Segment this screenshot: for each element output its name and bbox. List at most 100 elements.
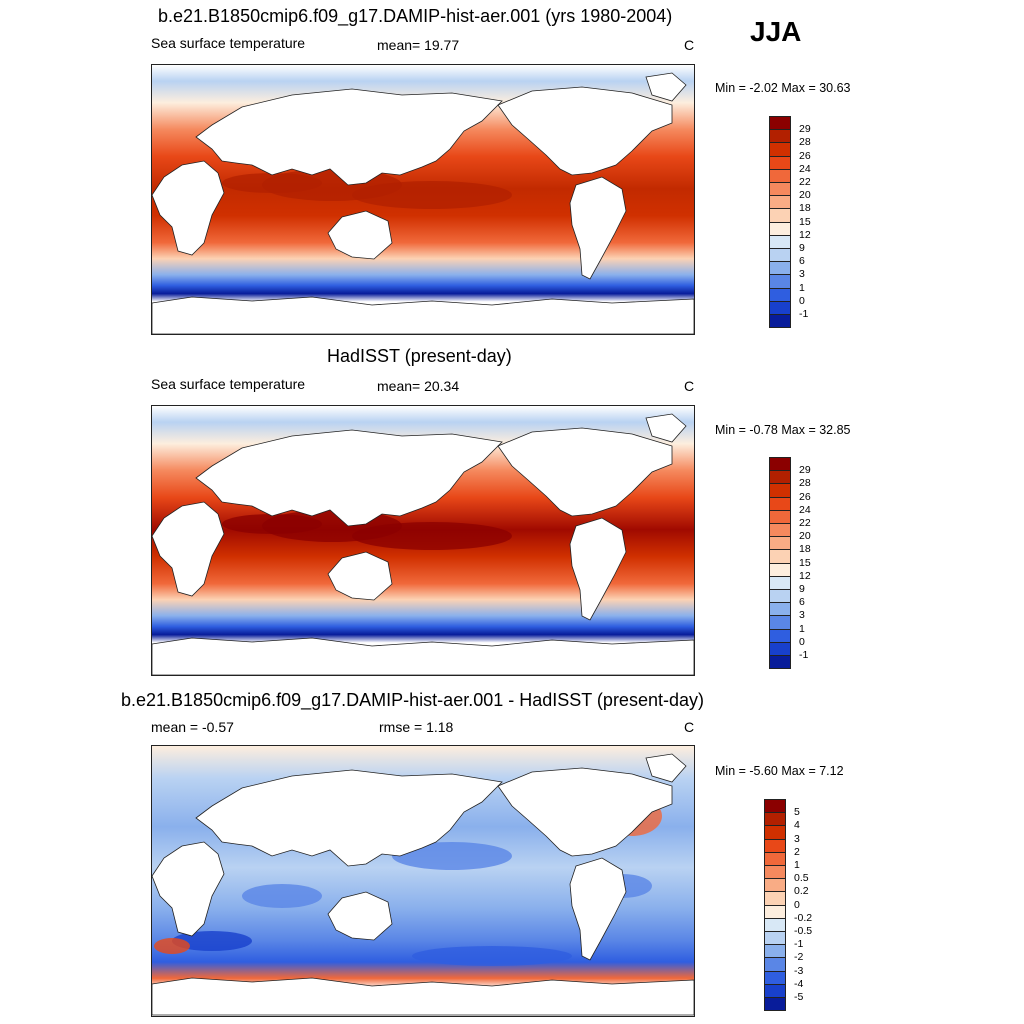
colorbar-label: -3 — [794, 964, 804, 977]
colorbar-label: 3 — [794, 832, 800, 845]
colorbar-swatch — [769, 575, 791, 590]
colorbar-swatch — [764, 838, 786, 853]
colorbar-label: 28 — [799, 477, 811, 490]
season-label: JJA — [750, 16, 802, 47]
colorbar-label: 28 — [799, 136, 811, 149]
colorbar-swatch — [769, 300, 791, 315]
colorbar-label: 15 — [799, 215, 811, 228]
colorbar-swatch — [769, 287, 791, 302]
colorbar-swatch — [769, 155, 791, 170]
colorbar-swatch — [769, 168, 791, 183]
colorbar-swatch — [769, 562, 791, 577]
colorbar-label: 6 — [799, 596, 805, 609]
colorbar-swatch — [769, 221, 791, 236]
colorbar-swatch — [769, 274, 791, 289]
colorbar-label: 24 — [799, 503, 811, 516]
panel-2-title: HadISST (present-day) — [327, 346, 512, 366]
colorbar-label: 0 — [794, 898, 800, 911]
colorbar-swatch — [769, 182, 791, 197]
colorbar-label: 1 — [799, 622, 805, 635]
panel-1-mean: mean= 19.77 — [377, 37, 460, 53]
colorbar-swatch — [769, 470, 791, 485]
panel-3-rmse: rmse = 1.18 — [379, 719, 454, 735]
colorbar-swatch — [764, 970, 786, 985]
colorbar-label: 0 — [799, 294, 805, 307]
colorbar-swatch — [764, 891, 786, 906]
colorbar-label: 4 — [794, 819, 800, 832]
colorbar-label: 6 — [799, 255, 805, 268]
colorbar-label: 5 — [794, 806, 800, 819]
colorbar-swatch — [769, 641, 791, 656]
colorbar-swatch — [769, 628, 791, 643]
panel-1-variable-label: Sea surface temperature — [151, 35, 306, 51]
colorbar-label: 18 — [799, 202, 811, 215]
colorbar-swatch — [764, 878, 786, 893]
panel-2-minmax: Min = -0.78 Max = 32.85 — [715, 423, 851, 437]
colorbar-label: 12 — [799, 228, 811, 241]
colorbar-label: 0 — [799, 635, 805, 648]
colorbar-label: 24 — [799, 162, 811, 175]
colorbar-label: 20 — [799, 189, 811, 202]
colorbar-swatch — [769, 261, 791, 276]
colorbar-label: -1 — [799, 308, 809, 320]
colorbar-label: 26 — [799, 149, 811, 162]
colorbar-label: -2 — [794, 951, 804, 964]
colorbar-label: 26 — [799, 490, 811, 503]
colorbar-swatch — [764, 865, 786, 880]
colorbar-label: -1 — [794, 938, 804, 951]
colorbar-swatch — [769, 655, 791, 670]
colorbar-swatch — [769, 116, 791, 131]
colorbar-label: 1 — [799, 281, 805, 294]
panel-3-map — [151, 745, 695, 1017]
panel-2-mean: mean= 20.34 — [377, 378, 460, 394]
colorbar-label: 18 — [799, 543, 811, 556]
colorbar-label: 0.2 — [794, 885, 809, 898]
colorbar-swatch — [769, 615, 791, 630]
colorbar-label: 22 — [799, 176, 811, 188]
continents — [152, 72, 694, 334]
colorbar-swatch — [764, 904, 786, 919]
colorbar-swatch — [764, 812, 786, 827]
panel-2-map — [151, 405, 695, 676]
colorbar-label: 2 — [794, 845, 800, 858]
colorbar-label: 9 — [799, 242, 805, 254]
colorbar-swatch — [764, 931, 786, 946]
colorbar-swatch — [764, 997, 786, 1012]
continents — [152, 413, 694, 675]
colorbar-swatch — [764, 944, 786, 959]
colorbar-label: 9 — [799, 583, 805, 595]
colorbar-swatch — [769, 457, 791, 472]
colorbar-label: 3 — [799, 609, 805, 622]
colorbar-swatch — [769, 234, 791, 249]
colorbar-label: -5 — [794, 991, 804, 1003]
colorbar-swatch — [764, 851, 786, 866]
continents — [152, 753, 694, 1016]
colorbar-swatch — [769, 536, 791, 551]
colorbar-label: -1 — [799, 649, 809, 661]
colorbar-swatch — [769, 129, 791, 144]
colorbar-swatch — [764, 957, 786, 972]
colorbar-label: 29 — [799, 464, 811, 477]
colorbar-label: 22 — [799, 517, 811, 529]
panel-2-variable-label: Sea surface temperature — [151, 376, 306, 392]
colorbar-swatch — [769, 549, 791, 564]
colorbar-swatch — [769, 602, 791, 617]
colorbar-label: 0.5 — [794, 872, 809, 885]
panel-1-minmax: Min = -2.02 Max = 30.63 — [715, 81, 851, 95]
colorbar-label: 3 — [799, 268, 805, 281]
colorbar-swatch — [764, 917, 786, 932]
colorbar-swatch — [764, 825, 786, 840]
colorbar-label: -4 — [794, 977, 804, 990]
panel-3-units: C — [684, 719, 695, 735]
colorbar-label: 15 — [799, 556, 811, 569]
colorbar-label: -0.5 — [794, 925, 813, 937]
colorbar-label: 20 — [799, 530, 811, 543]
panel-3-title: b.e21.B1850cmip6.f09_g17.DAMIP-hist-aer.… — [121, 690, 704, 710]
panel-1-title: b.e21.B1850cmip6.f09_g17.DAMIP-hist-aer.… — [158, 6, 673, 26]
panel-2-units: C — [684, 378, 695, 394]
panel-1-map — [151, 64, 695, 335]
colorbar-swatch — [769, 483, 791, 498]
colorbar-label: 12 — [799, 569, 811, 582]
colorbar-swatch — [764, 983, 786, 998]
colorbar-label: -0.2 — [794, 911, 813, 924]
